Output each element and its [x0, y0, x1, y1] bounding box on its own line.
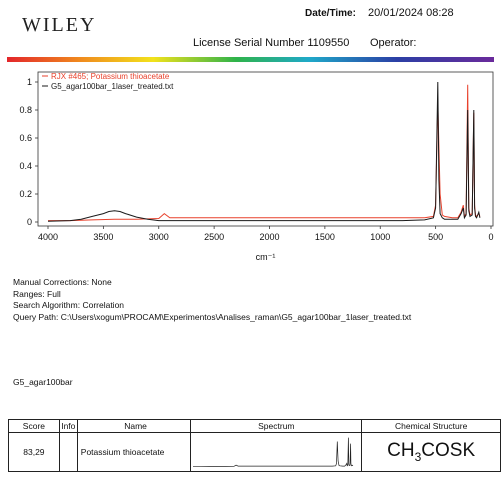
y-tick-label: 0.6	[19, 133, 32, 143]
results-table: Score Info Name Spectrum Chemical Struct…	[8, 419, 501, 472]
formula-subscript: 3	[414, 449, 422, 464]
x-tick-label: 3000	[149, 232, 169, 242]
chemical-structure-cell: CH3COSK	[361, 432, 501, 472]
y-tick-label: 0.4	[19, 161, 32, 171]
plot-frame	[37, 71, 494, 227]
chart-legend: RJX #465; Potassium thioacetateG5_agar10…	[42, 72, 174, 91]
x-axis-label: cm⁻¹	[256, 252, 276, 262]
chart-series	[47, 81, 481, 222]
info-cell	[58, 432, 78, 472]
spectrum-color-bar	[7, 57, 494, 62]
formula-prefix: CH	[387, 440, 415, 462]
x-tick-label: 2000	[259, 232, 279, 242]
chart-axes: 4000 3500 3000 2500 2000 1500 1000 500 0 0 0.2 0.4 0…	[19, 71, 494, 262]
x-tick-label: 3500	[93, 232, 113, 242]
series-line-2	[47, 81, 481, 222]
x-tick-label: 2500	[204, 232, 224, 242]
thumbnail-line	[193, 437, 354, 468]
date-value: 20/01/2024 08:28	[368, 7, 454, 19]
license-serial: License Serial Number 1109550	[193, 37, 350, 49]
search-info: Manual Corrections: None Ranges: Full Se…	[13, 277, 411, 323]
header-chemical-structure: Chemical Structure	[361, 419, 501, 433]
query-path-text: Query Path: C:\Users\xogum\PROCAM\Experi…	[13, 311, 412, 322]
search-algorithm-text: Search Algorithm: Correlation	[13, 300, 125, 310]
x-tick-label: 1000	[370, 232, 390, 242]
date-label: Date/Time:	[305, 8, 356, 19]
header-score: Score	[8, 419, 60, 433]
formula-suffix: COSK	[421, 440, 476, 462]
x-tick-label: 500	[428, 232, 443, 242]
header-name: Name	[76, 419, 192, 433]
x-tick-label: 4000	[38, 232, 58, 242]
score-cell: 83,29	[8, 432, 60, 472]
spectrum-chart: 4000 3500 3000 2500 2000 1500 1000 500 0 0 0.2 0.4 0…	[19, 71, 494, 262]
spectrum-thumbnail	[193, 437, 354, 468]
x-tick-label: 1500	[315, 232, 335, 242]
y-tick-label: 0.2	[19, 189, 32, 199]
table-row[interactable]: 83,29 Potassium thioacetate CH3COSK	[8, 432, 501, 472]
table-header-row: Score Info Name Spectrum Chemical Struct…	[8, 419, 501, 433]
header-info: Info	[58, 419, 78, 433]
name-cell: Potassium thioacetate	[76, 432, 192, 472]
header-spectrum: Spectrum	[190, 419, 363, 433]
series-line-1	[48, 84, 481, 222]
ranges-text: Ranges: Full	[13, 288, 61, 299]
y-tick-label: 0	[27, 217, 32, 227]
wiley-logo: WILEY	[22, 14, 97, 36]
x-tick-label: 0	[488, 232, 493, 242]
operator-label: Operator:	[370, 37, 417, 49]
y-tick-label: 0.8	[19, 105, 32, 115]
spectrum-thumbnail-cell	[190, 432, 363, 472]
legend-entry: G5_agar100bar_1laser_treated.txt	[51, 82, 174, 91]
legend-entry: RJX #465; Potassium thioacetate	[51, 72, 170, 81]
manual-corrections-text: Manual Corrections: None	[13, 277, 112, 287]
sample-name: G5_agar100bar	[13, 377, 73, 387]
y-tick-label: 1	[27, 77, 32, 87]
